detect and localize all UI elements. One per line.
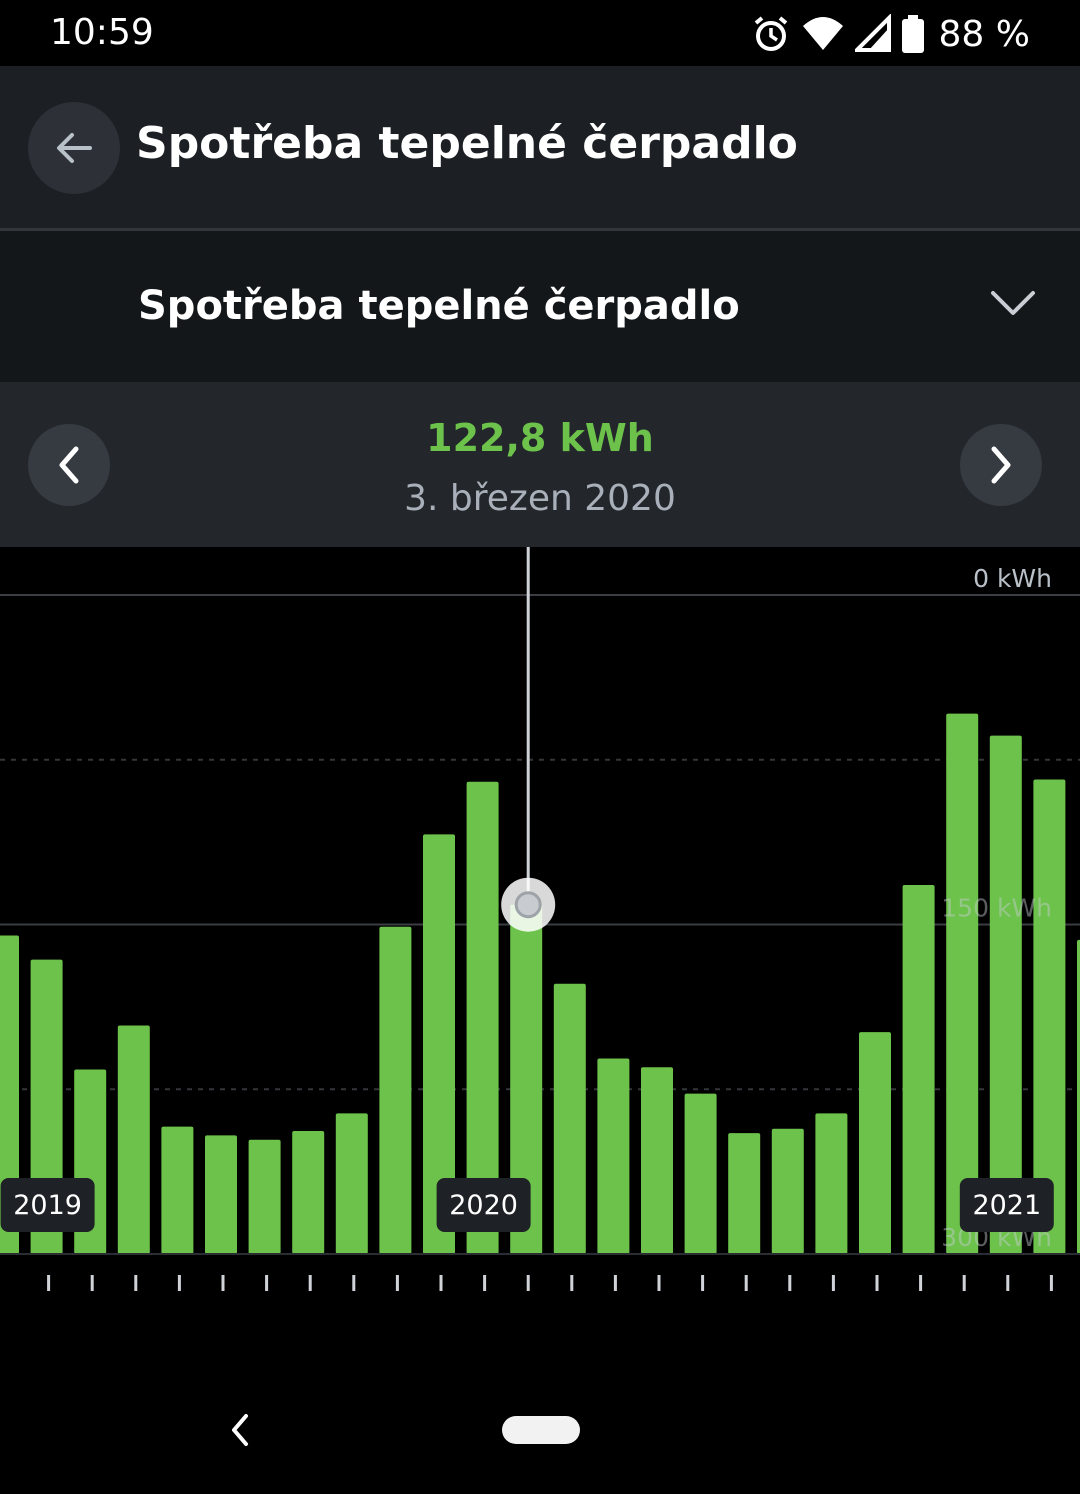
chart-bar [161, 1126, 194, 1254]
previous-period-button[interactable] [28, 424, 110, 506]
chart-bar [771, 1128, 804, 1254]
selection-marker-center [514, 891, 542, 919]
wifi-icon [802, 17, 843, 50]
chart-bar [1033, 779, 1066, 1254]
chart-bar [510, 904, 543, 1254]
system-back-icon[interactable] [226, 1410, 254, 1450]
chart-bar [292, 1130, 325, 1254]
battery-percentage: 88 % [938, 13, 1030, 55]
year-label-box [436, 1178, 531, 1232]
next-period-button[interactable] [960, 424, 1042, 506]
chart-bar [684, 1093, 717, 1254]
battery-icon [901, 15, 924, 53]
y-tick-label: 150 kWh [941, 894, 1052, 923]
dropdown-selected-value: Spotřeba tepelné čerpadlo [138, 283, 740, 329]
status-icons: 88 % [751, 12, 1030, 56]
home-pill-icon[interactable] [502, 1416, 580, 1444]
app-bar: Spotřeba tepelné čerpadlo [0, 66, 1080, 228]
chart-bar [902, 884, 935, 1254]
chart-bar [335, 1113, 368, 1254]
consumption-chart[interactable]: 300 kWh 150 kWh 0 kWh 2019 2020 2021 [0, 547, 1080, 1300]
year-label-box [959, 1178, 1054, 1232]
chart-bar [815, 1113, 848, 1254]
year-label: 2020 [436, 1178, 531, 1232]
chart-bar [946, 713, 979, 1254]
chart-bar [248, 1139, 281, 1254]
selected-value: 122,8 kWh [426, 416, 654, 460]
page-title: Spotřeba tepelné čerpadlo [136, 118, 798, 169]
chevron-left-icon [59, 446, 79, 484]
chart-bar [379, 926, 412, 1254]
chart-bar [597, 1058, 630, 1254]
chart-bar [641, 1067, 673, 1254]
status-time: 10:59 [50, 12, 154, 53]
year-label-text: 2020 [449, 1190, 518, 1221]
back-button[interactable] [28, 102, 120, 194]
year-label: 2021 [959, 1178, 1054, 1232]
chart-bar [859, 1032, 891, 1254]
chart-bar [466, 781, 499, 1254]
system-nav-bar [0, 1380, 1080, 1494]
data-source-dropdown[interactable]: Spotřeba tepelné čerpadlo [0, 231, 1080, 382]
year-label-box [0, 1178, 95, 1232]
divider [0, 228, 1080, 231]
status-bar: 10:59 88 % [0, 0, 1080, 66]
summary-panel: 122,8 kWh 3. březen 2020 [0, 382, 1080, 547]
year-label: 2019 [0, 1178, 95, 1232]
year-label-text: 2021 [972, 1190, 1041, 1221]
chart-bar [205, 1135, 237, 1254]
arrow-left-icon [57, 133, 92, 163]
alarm-icon [754, 16, 787, 51]
chart-bar [989, 735, 1022, 1254]
chart-bar [1077, 939, 1080, 1254]
chart-bar [423, 834, 455, 1254]
chart-bar [0, 935, 19, 1254]
chevron-right-icon [991, 446, 1011, 484]
y-tick-label: 0 kWh [973, 564, 1052, 593]
year-label-text: 2019 [13, 1190, 82, 1221]
chart-bar [728, 1133, 761, 1254]
chart-bar [117, 1025, 150, 1254]
chevron-down-icon [991, 291, 1035, 315]
signal-icon [854, 14, 891, 52]
chart-bar [553, 983, 586, 1254]
selected-date: 3. březen 2020 [404, 478, 676, 519]
